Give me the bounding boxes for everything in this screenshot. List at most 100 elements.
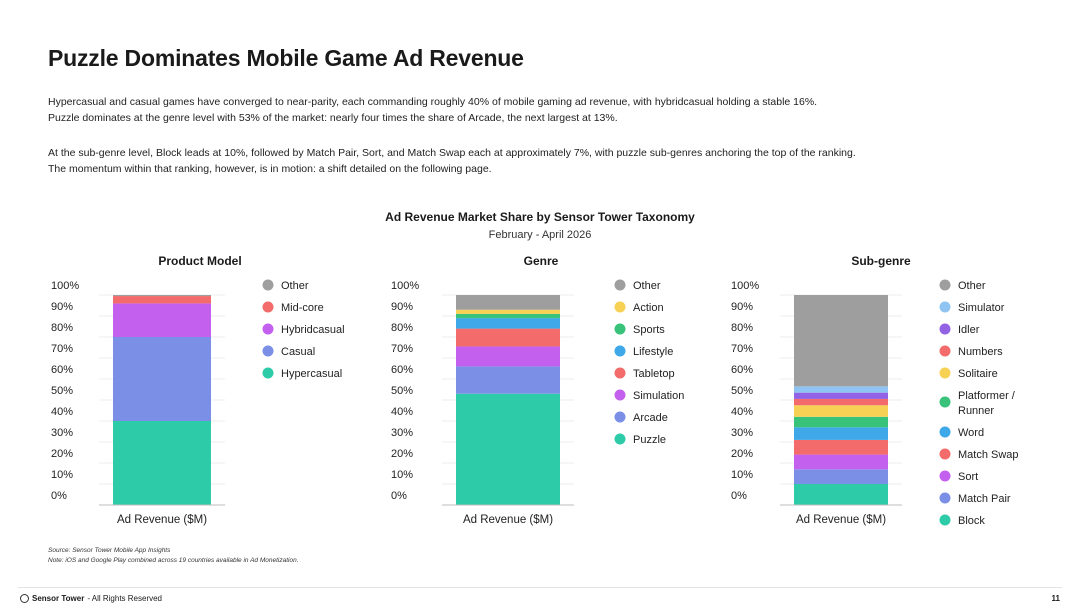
- bar-segment-other: [794, 295, 888, 387]
- chart-title: Ad Revenue Market Share by Sensor Tower …: [385, 210, 695, 224]
- bar-segment-hypercasual: [113, 421, 211, 505]
- bar-segment-action: [456, 309, 560, 314]
- legend-swatch-mid-core: [262, 301, 274, 313]
- legend-swatch-match-pair: [939, 492, 951, 504]
- y-tick-label: 60%: [391, 364, 413, 376]
- bar-segment-lifestyle: [456, 318, 560, 329]
- summary-paragraph-2: At the sub-genre level, Block leads at 1…: [48, 145, 1038, 177]
- bar-segment-arcade: [456, 366, 560, 394]
- legend-swatch-block: [939, 514, 951, 526]
- legend-swatch-simulator: [939, 301, 951, 313]
- chart-subtitle: February - April 2026: [488, 229, 592, 241]
- footnote-note: Note: iOS and Google Play combined acros…: [48, 557, 299, 564]
- legend-label: Other: [958, 280, 986, 292]
- y-tick-label: 90%: [731, 301, 753, 313]
- sensor-tower-logo-icon: [20, 594, 29, 603]
- footnote: Source: Sensor Tower Mobile App Insights…: [48, 546, 299, 566]
- bar-segment-puzzle: [456, 393, 560, 505]
- legend-swatch-hybridcasual: [262, 323, 274, 335]
- legend-swatch-other: [939, 279, 951, 291]
- legend-swatch-simulation: [614, 389, 626, 401]
- legend-label: Solitaire: [958, 368, 998, 380]
- legend-swatch-lifestyle: [614, 345, 626, 357]
- summary-line: At the sub-genre level, Block leads at 1…: [48, 147, 856, 159]
- legend-label: Match Pair: [958, 493, 1011, 505]
- legend-label: Numbers: [958, 346, 1003, 358]
- legend-label: Sort: [958, 471, 978, 483]
- y-tick-label: 70%: [731, 343, 753, 355]
- x-category-label: Ad Revenue ($M): [796, 514, 886, 526]
- legend-label: Action: [633, 302, 664, 314]
- y-tick-label: 50%: [391, 385, 413, 397]
- summary-line: Puzzle dominates at the genre level with…: [48, 112, 618, 124]
- legend-label: Puzzle: [633, 434, 666, 446]
- legend-label: Idler: [958, 324, 980, 336]
- legend-swatch-tabletop: [614, 367, 626, 379]
- bar-segment-mid-core: [113, 296, 211, 304]
- y-tick-label: 40%: [391, 406, 413, 418]
- legend-label: Hypercasual: [281, 368, 342, 380]
- legend-swatch-numbers: [939, 345, 951, 357]
- legend-label: Lifestyle: [633, 346, 673, 358]
- footnote-source: Source: Sensor Tower Mobile App Insights: [48, 547, 171, 554]
- y-tick-label: 40%: [51, 406, 73, 418]
- legend-swatch-other: [614, 279, 626, 291]
- page-number: 11: [1051, 594, 1060, 603]
- y-tick-label: 80%: [391, 322, 413, 334]
- bar-segment-platformer-runner: [794, 416, 888, 428]
- legend-label: Match Swap: [958, 449, 1019, 461]
- y-tick-label: 10%: [51, 469, 73, 481]
- legend-swatch-solitaire: [939, 367, 951, 379]
- legend-swatch-other: [262, 279, 274, 291]
- y-tick-label: 100%: [731, 280, 759, 292]
- y-tick-label: 30%: [391, 427, 413, 439]
- bar-segment-tabletop: [456, 328, 560, 347]
- legend-swatch-puzzle: [614, 433, 626, 445]
- panel-title: Genre: [524, 254, 559, 268]
- x-category-label: Ad Revenue ($M): [463, 514, 553, 526]
- x-category-label: Ad Revenue ($M): [117, 514, 207, 526]
- y-tick-label: 50%: [731, 385, 753, 397]
- legend-swatch-casual: [262, 345, 274, 357]
- bar-segment-numbers: [794, 398, 888, 406]
- y-tick-label: 0%: [731, 490, 747, 502]
- panel-title: Product Model: [158, 254, 241, 268]
- legend-label: Arcade: [633, 412, 668, 424]
- bar-segment-other: [113, 295, 211, 297]
- legend-label: Other: [633, 280, 661, 292]
- y-tick-label: 40%: [731, 406, 753, 418]
- y-tick-label: 20%: [731, 448, 753, 460]
- legend-swatch-arcade: [614, 411, 626, 423]
- bar-segment-sort: [794, 454, 888, 470]
- legend-swatch-word: [939, 426, 951, 438]
- y-tick-label: 70%: [51, 343, 73, 355]
- summary-line: Hypercasual and casual games have conver…: [48, 96, 818, 108]
- y-tick-label: 30%: [51, 427, 73, 439]
- legend-label: Tabletop: [633, 368, 675, 380]
- footer-divider: [18, 587, 1062, 588]
- y-tick-label: 0%: [391, 490, 407, 502]
- legend-label: Mid-core: [281, 302, 324, 314]
- y-tick-label: 100%: [391, 280, 419, 292]
- y-tick-label: 90%: [51, 301, 73, 313]
- y-tick-label: 30%: [731, 427, 753, 439]
- legend-label: Sports: [633, 324, 665, 336]
- y-tick-label: 90%: [391, 301, 413, 313]
- summary-paragraph-1: Hypercasual and casual games have conver…: [48, 94, 1038, 126]
- y-tick-label: 10%: [731, 469, 753, 481]
- footer-rights: - All Rights Reserved: [87, 594, 163, 603]
- legend-swatch-sports: [614, 323, 626, 335]
- bar-segment-hybridcasual: [113, 303, 211, 337]
- legend-swatch-sort: [939, 470, 951, 482]
- bar-segment-casual: [113, 337, 211, 421]
- bar-segment-idler: [794, 392, 888, 399]
- y-tick-label: 10%: [391, 469, 413, 481]
- footer-brand: Sensor Tower - All Rights Reserved: [20, 594, 162, 603]
- bar-segment-simulator: [794, 386, 888, 393]
- y-tick-label: 80%: [51, 322, 73, 334]
- bar-segment-sports: [456, 313, 560, 319]
- bar-segment-match-pair: [794, 469, 888, 484]
- legend-label: Casual: [281, 346, 315, 358]
- y-tick-label: 60%: [731, 364, 753, 376]
